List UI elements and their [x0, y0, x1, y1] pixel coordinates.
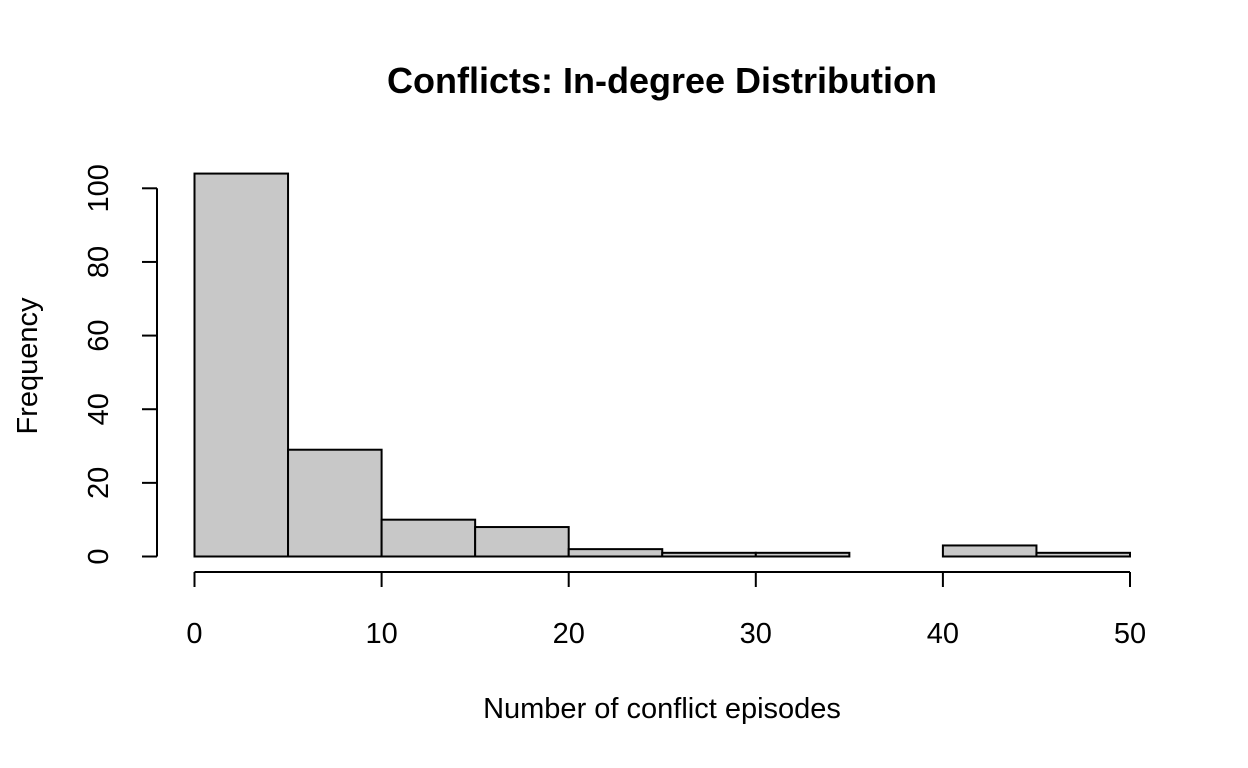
histogram-bar — [474, 526, 570, 558]
x-tick-label: 20 — [553, 618, 585, 650]
histogram-bar — [567, 548, 664, 558]
y-tick-label: 80 — [83, 246, 115, 278]
y-axis: 0 20 40 60 80 100 — [83, 164, 158, 565]
x-tick-label: 50 — [1114, 618, 1146, 650]
histogram-bar — [754, 551, 851, 558]
histogram-bar — [287, 448, 383, 558]
y-tick-label: 100 — [83, 164, 115, 212]
y-tick-label: 40 — [83, 393, 115, 425]
x-axis: 0 10 20 30 40 50 — [186, 571, 1146, 650]
y-tick-label: 60 — [83, 319, 115, 351]
x-tick-label: 30 — [740, 618, 772, 650]
histogram-bar — [380, 518, 477, 558]
histogram-bar — [193, 172, 290, 558]
histogram-bar — [661, 551, 757, 558]
histogram-bar — [941, 544, 1038, 558]
histogram-bar — [1035, 551, 1131, 558]
x-axis-label: Number of conflict episodes — [483, 693, 841, 725]
bars-group — [193, 172, 1131, 558]
y-tick-label: 20 — [83, 467, 115, 499]
x-tick-label: 40 — [927, 618, 959, 650]
x-tick-label: 10 — [365, 618, 397, 650]
y-tick-label: 0 — [83, 548, 115, 564]
chart-title: Conflicts: In-degree Distribution — [387, 60, 937, 101]
y-axis-label: Frequency — [12, 297, 44, 435]
x-tick-label: 0 — [186, 618, 202, 650]
